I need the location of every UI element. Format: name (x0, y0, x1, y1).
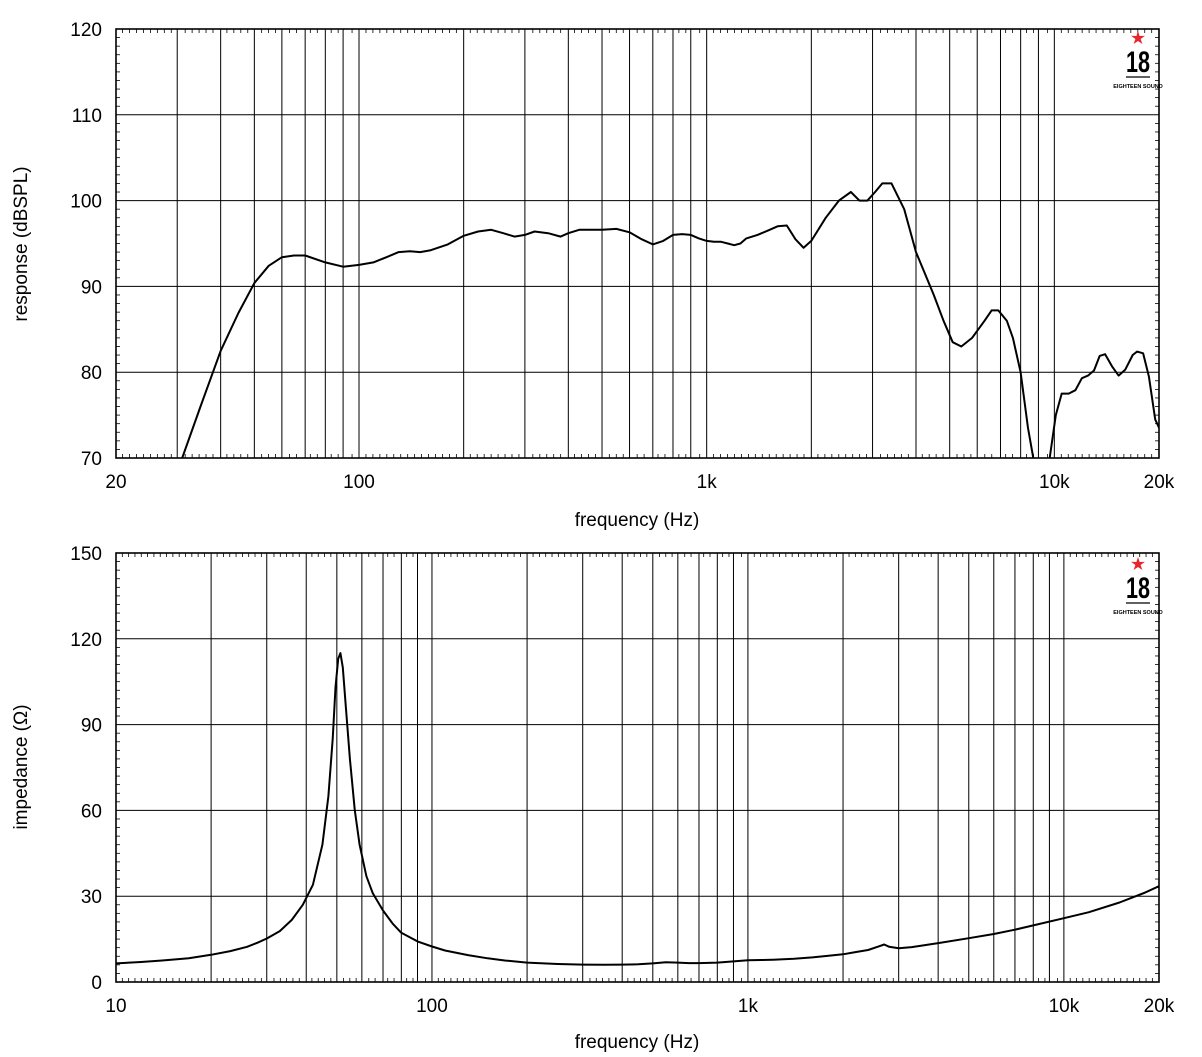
y-tick-label: 90 (81, 277, 102, 298)
x-tick-label: 10 (105, 996, 126, 1017)
eighteen-sound-logo: 18 EIGHTEEN SOUND (1113, 557, 1163, 616)
response-ticks (116, 29, 1159, 458)
x-tick-label: 20 (105, 472, 126, 493)
response-y-axis-label: response (dBSPL) (11, 166, 32, 321)
impedance-y-axis-label: impedance (Ω) (11, 704, 32, 829)
star-icon (1131, 31, 1145, 44)
x-tick-label: 1k (697, 472, 718, 493)
x-tick-label: 20k (1144, 996, 1175, 1017)
response-x-axis-label: frequency (Hz) (575, 510, 700, 531)
logo-number: 18 (1126, 572, 1150, 605)
y-tick-label: 150 (70, 544, 102, 565)
y-tick-label: 0 (91, 973, 102, 994)
y-tick-label: 120 (70, 20, 102, 41)
impedance-curve (116, 652, 1159, 966)
logo-text: EIGHTEEN SOUND (1113, 610, 1163, 616)
x-tick-label: 10k (1049, 996, 1080, 1017)
impedance-ticks (116, 553, 1159, 982)
x-tick-label: 20k (1144, 472, 1175, 493)
x-tick-label: 100 (416, 996, 448, 1017)
response-tick-labels: 20 100 1k 10k 20k 70 80 90 100 110 120 (70, 20, 1175, 493)
y-tick-label: 90 (81, 716, 102, 737)
frequency-response-chart: 20 100 1k 10k 20k 70 80 90 100 110 120 frequency (… (11, 20, 1175, 531)
y-tick-label: 120 (70, 630, 102, 651)
y-tick-label: 30 (81, 887, 102, 908)
y-tick-label: 70 (81, 449, 102, 470)
eighteen-sound-logo: 18 EIGHTEEN SOUND (1113, 31, 1163, 90)
response-plot-area (116, 29, 1159, 458)
impedance-grid (116, 553, 1159, 982)
y-tick-label: 110 (72, 106, 102, 127)
logo-number: 18 (1126, 46, 1150, 79)
star-icon (1131, 557, 1145, 570)
logo-text: EIGHTEEN SOUND (1113, 84, 1163, 90)
y-tick-label: 80 (81, 363, 102, 384)
response-curve (181, 182, 1159, 458)
impedance-tick-labels: 10 100 1k 10k 20k 0 30 60 90 120 150 (70, 544, 1175, 1017)
x-tick-label: 10k (1039, 472, 1070, 493)
impedance-plot-area (116, 553, 1159, 982)
y-tick-label: 100 (70, 192, 102, 213)
impedance-chart: 10 100 1k 10k 20k 0 30 60 90 120 150 frequency (Hz… (11, 544, 1175, 1053)
impedance-x-axis-label: frequency (Hz) (575, 1032, 700, 1053)
x-tick-label: 100 (343, 472, 375, 493)
x-tick-label: 1k (738, 996, 759, 1017)
y-tick-label: 60 (81, 801, 102, 822)
